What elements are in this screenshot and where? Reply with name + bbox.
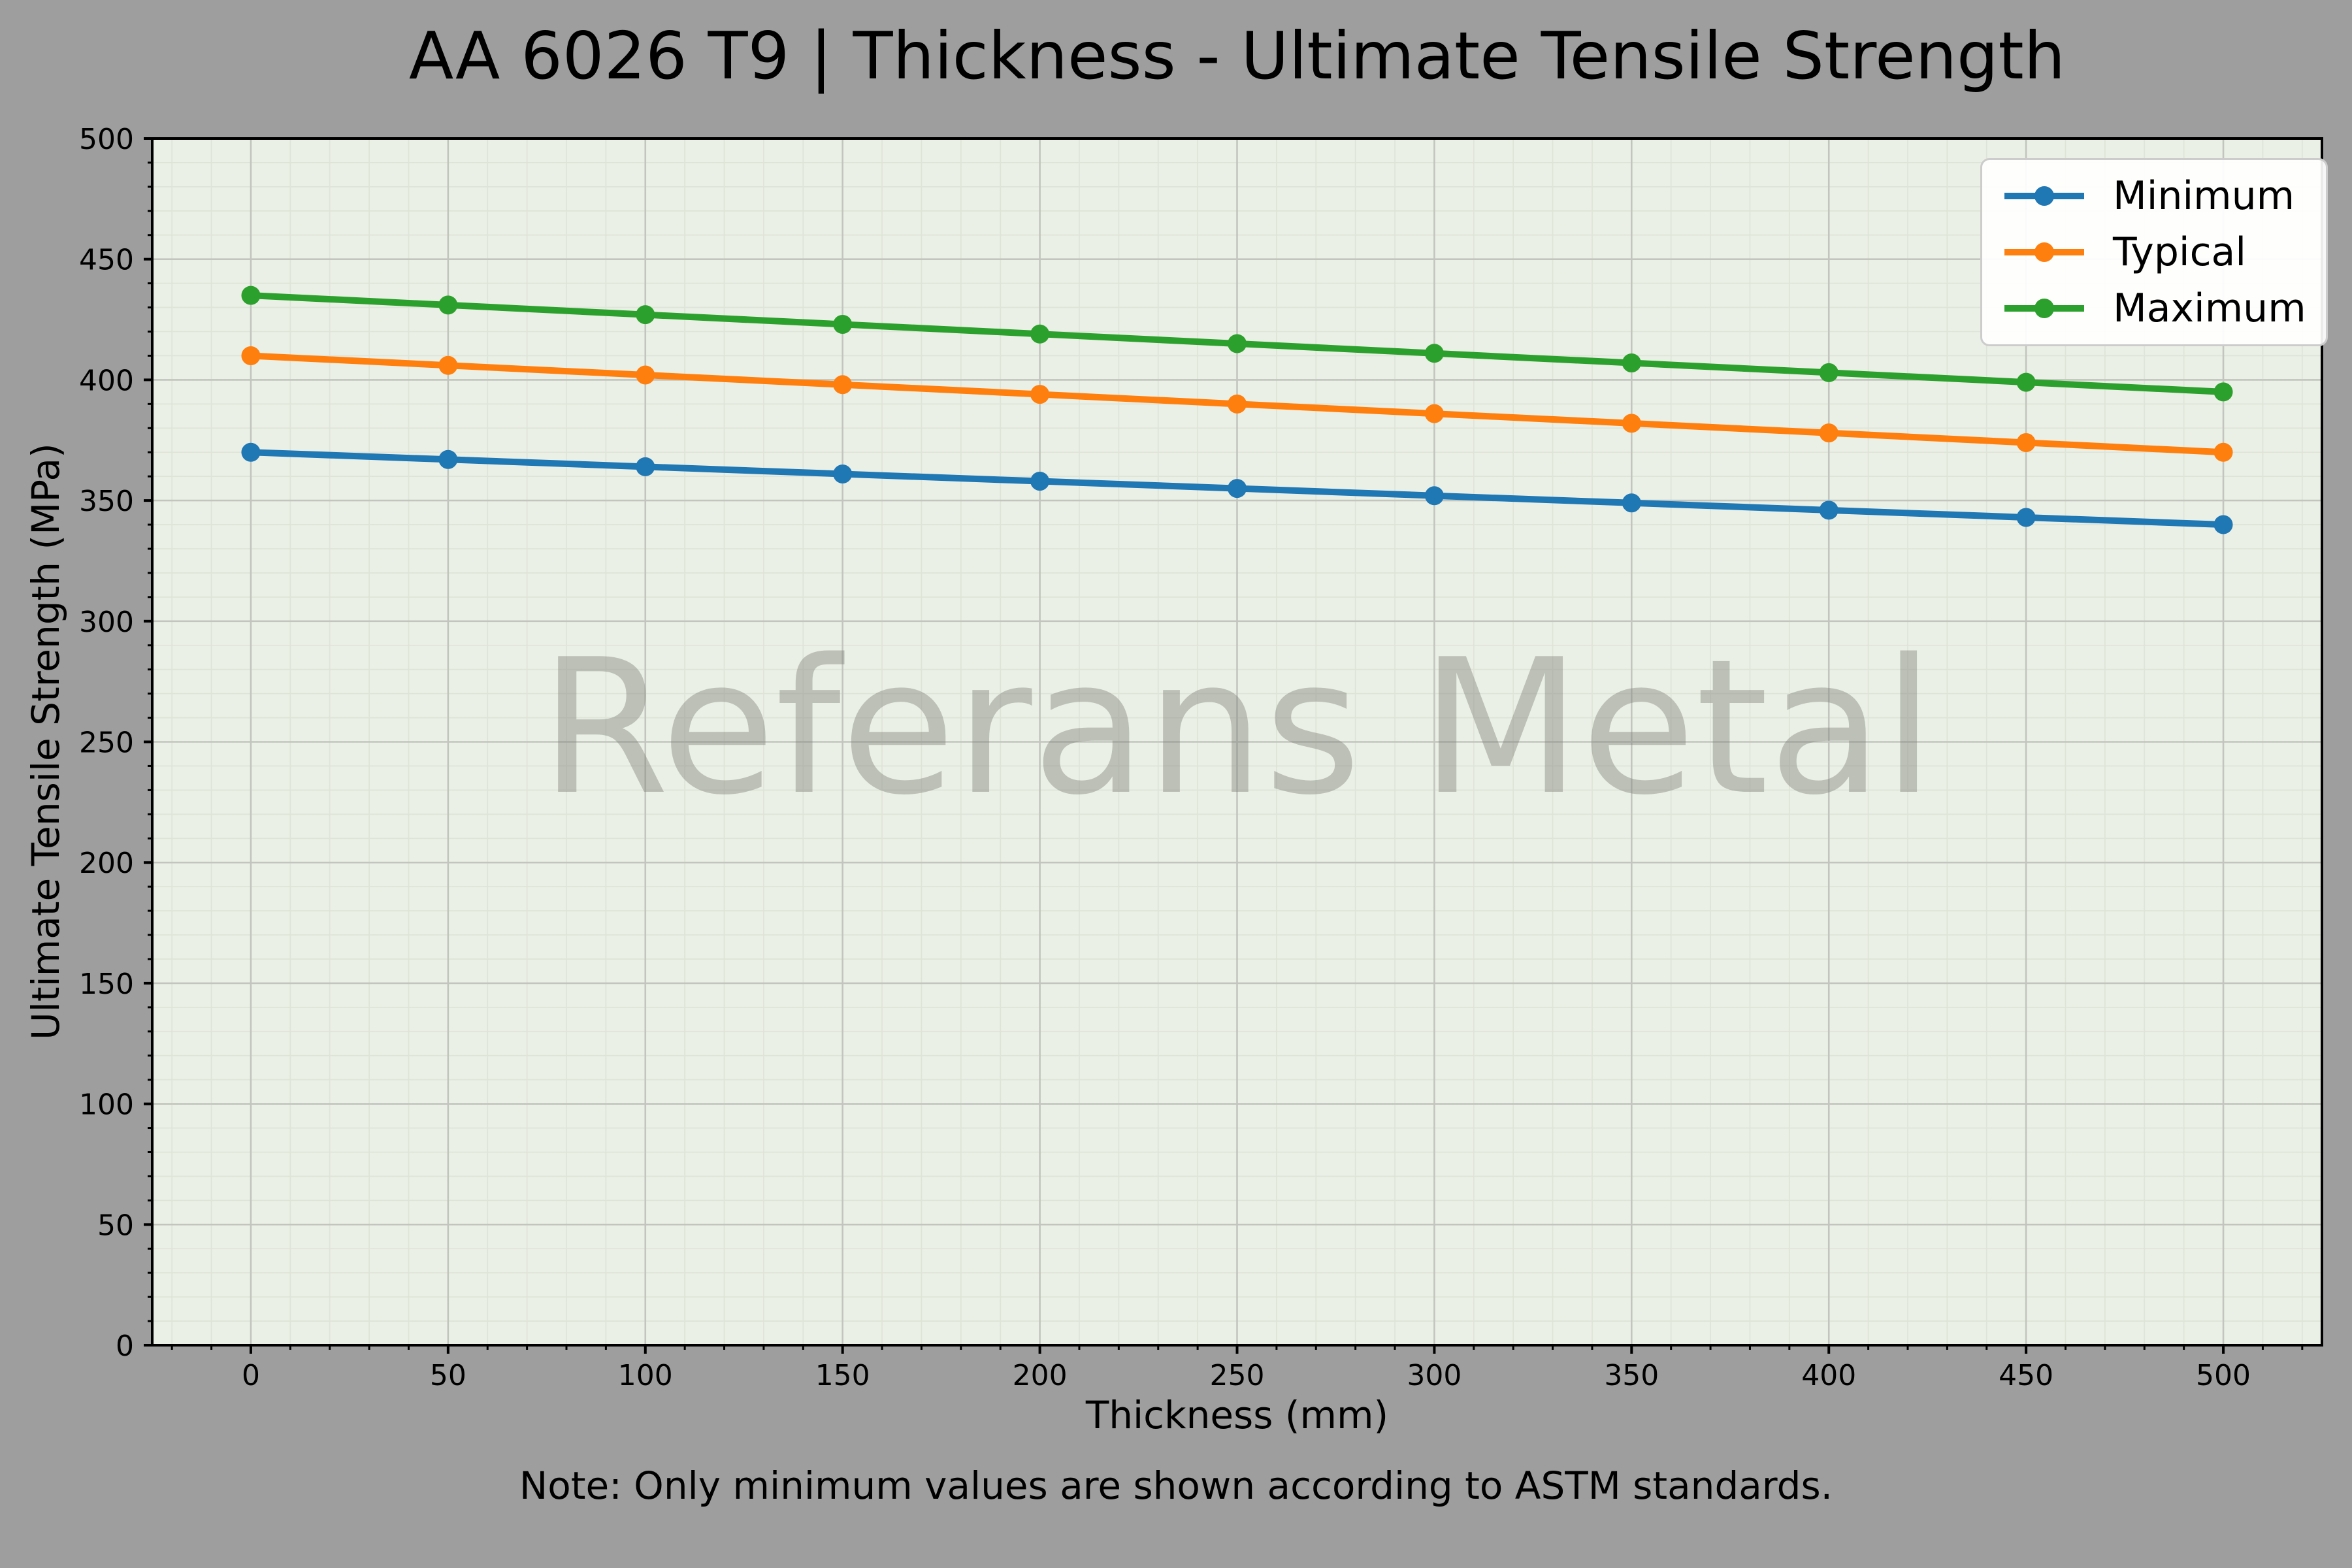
y-tick-label: 200 <box>79 847 134 880</box>
x-tick-label: 250 <box>1210 1359 1265 1392</box>
data-point <box>1228 334 1247 353</box>
data-point <box>1819 363 1838 382</box>
y-tick-label: 450 <box>79 244 134 277</box>
footnote: Note: Only minimum values are shown acco… <box>519 1463 1833 1508</box>
x-tick-label: 500 <box>2196 1359 2251 1392</box>
x-tick-label: 300 <box>1407 1359 1462 1392</box>
y-tick-labels: 0 50 100 150 200 250 300 350 400 450 500 <box>79 123 134 1363</box>
legend-label: Typical <box>2113 229 2246 275</box>
legend-label: Minimum <box>2113 173 2295 219</box>
data-point <box>2213 442 2233 462</box>
x-tick-label: 0 <box>242 1359 260 1392</box>
data-point <box>636 457 655 476</box>
legend-line-sample <box>2004 242 2084 262</box>
legend-item-typical: Typical <box>2002 229 2306 275</box>
data-point <box>1622 353 1641 373</box>
data-point <box>1030 472 1050 491</box>
data-point <box>2213 515 2233 534</box>
data-point <box>2016 508 2036 527</box>
data-point <box>241 442 261 462</box>
y-tick-label: 50 <box>97 1209 134 1242</box>
data-point <box>636 365 655 385</box>
data-point <box>1030 385 1050 404</box>
chart-title: AA 6026 T9 | Thickness - Ultimate Tensil… <box>408 18 2066 94</box>
data-point <box>2016 372 2036 392</box>
data-point <box>438 355 458 375</box>
legend-line-sample <box>2004 186 2084 206</box>
data-point <box>1424 486 1444 506</box>
axis-ticks <box>144 137 2304 1354</box>
data-point <box>636 305 655 325</box>
series-maximum <box>241 286 2233 402</box>
legend-marker <box>2034 299 2054 318</box>
data-point <box>833 464 853 483</box>
series-typical <box>241 346 2233 462</box>
y-tick-label: 150 <box>79 968 134 1001</box>
data-point <box>241 286 261 305</box>
x-tick-label: 150 <box>815 1359 870 1392</box>
data-point <box>438 295 458 315</box>
y-tick-label: 500 <box>79 123 134 156</box>
y-axis-label: Ultimate Tensile Strength (MPa) <box>24 443 68 1040</box>
data-point <box>1030 324 1050 344</box>
data-point <box>2213 382 2233 402</box>
data-point <box>438 449 458 469</box>
legend-label: Maximum <box>2113 286 2306 331</box>
x-tick-label: 400 <box>1801 1359 1856 1392</box>
y-tick-label: 100 <box>79 1088 134 1122</box>
x-tick-label: 50 <box>430 1359 466 1392</box>
data-point <box>833 314 853 334</box>
data-point <box>1819 500 1838 520</box>
y-tick-label: 250 <box>79 727 134 760</box>
data-point <box>1228 394 1247 414</box>
legend-line-sample <box>2004 299 2084 318</box>
legend-item-minimum: Minimum <box>2002 173 2306 219</box>
y-tick-label: 400 <box>79 364 134 397</box>
data-point <box>1819 423 1838 443</box>
data-point <box>1228 479 1247 498</box>
legend-marker <box>2034 186 2054 206</box>
data-point <box>1622 493 1641 513</box>
data-point <box>1622 414 1641 433</box>
data-point <box>241 346 261 365</box>
data-point <box>1424 404 1444 423</box>
x-tick-label: 200 <box>1013 1359 1068 1392</box>
x-tick-label: 450 <box>1999 1359 2053 1392</box>
x-tick-labels: 0 50 100 150 200 250 300 350 400 450 500 <box>242 1359 2251 1392</box>
x-axis-label: Thickness (mm) <box>1085 1393 1389 1437</box>
legend: Minimum Typical Maximum <box>1980 158 2328 346</box>
legend-marker <box>2034 242 2054 262</box>
data-point <box>833 375 853 395</box>
watermark: Referans Metal <box>540 619 1935 836</box>
x-tick-label: 350 <box>1604 1359 1659 1392</box>
series-minimum <box>241 442 2233 534</box>
y-tick-label: 350 <box>79 485 134 518</box>
data-point <box>1424 344 1444 363</box>
legend-item-maximum: Maximum <box>2002 286 2306 331</box>
x-tick-label: 100 <box>618 1359 673 1392</box>
y-tick-label: 300 <box>79 606 134 639</box>
y-tick-label: 0 <box>116 1330 134 1363</box>
data-point <box>2016 433 2036 452</box>
